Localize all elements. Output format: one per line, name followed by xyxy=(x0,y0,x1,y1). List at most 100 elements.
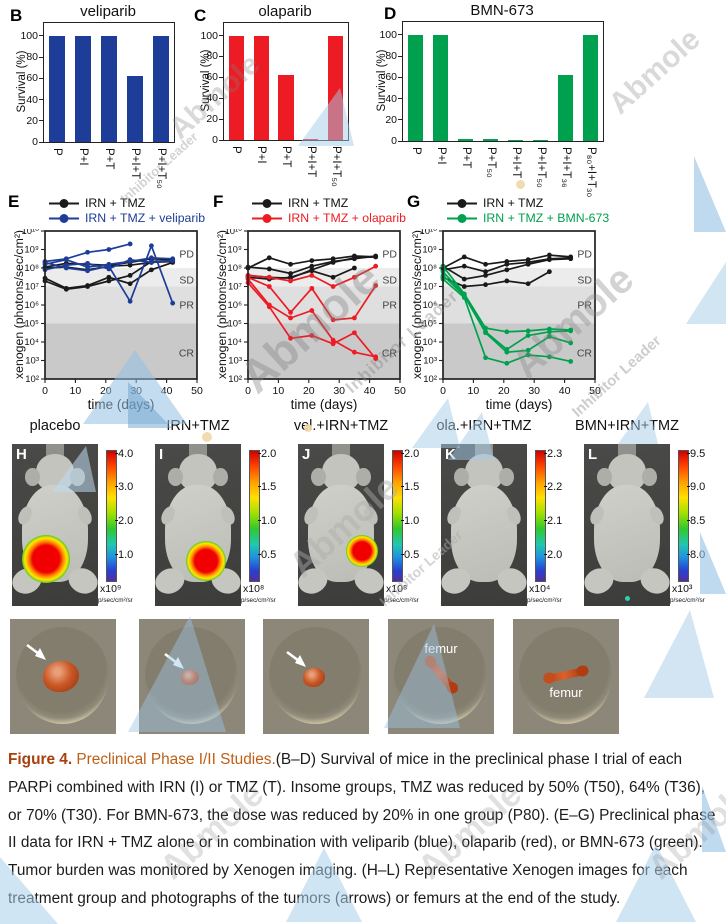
treatment-label: vel.+IRN+TMZ xyxy=(293,418,389,434)
svg-text:PR: PR xyxy=(577,300,592,312)
colorbar xyxy=(249,450,260,582)
category-label: P+I xyxy=(77,148,89,166)
colorbar-unit: p/sec/cm²/sr xyxy=(241,597,276,604)
xenogen-panel-K: ola.+IRN+TMZ K 2.3 2.2 2.1 2.0 x10⁴ p/sec/cm²… xyxy=(436,418,585,620)
panel-letter-G: G xyxy=(407,192,421,211)
colorbar-scale: x10³ xyxy=(672,583,693,595)
y-tick-label: 40 xyxy=(26,93,38,106)
xenogen-panel-J: vel.+IRN+TMZ J 2.0 1.5 1.0 0.5 x10⁸ p/sec/cm²… xyxy=(294,418,442,620)
watermark-dot xyxy=(516,180,525,189)
panel-letter-H: H xyxy=(16,446,27,463)
bar-P+I+T₅₀ xyxy=(327,35,344,140)
bar-P+I+T xyxy=(126,76,144,142)
category-label: P+I+T₅₀ xyxy=(155,148,167,189)
svg-text:10²: 10² xyxy=(228,374,242,385)
svg-text:PR: PR xyxy=(382,300,397,312)
svg-text:SD: SD xyxy=(577,275,592,287)
legend-F: IRN + TMZ IRN + TMZ + olaparib xyxy=(251,196,406,225)
category-label: P+T xyxy=(280,146,292,168)
y-tick-label: 40 xyxy=(385,92,397,105)
bar-P₈₀+I+T₃₀ xyxy=(582,34,599,141)
category-label: P+I+T₅₀ xyxy=(534,147,547,188)
svg-text:10⁷: 10⁷ xyxy=(228,282,243,293)
colorbar-tick-label: 2.3 xyxy=(547,447,563,460)
mouse-photo: K xyxy=(441,444,527,606)
y-tick-label: 60 xyxy=(26,72,38,85)
colorbar-tick-label: 1.0 xyxy=(404,515,420,528)
colorbar-scale: x10⁸ xyxy=(386,583,408,595)
bar-plot-veliparib: P P+I P+T P+I+T P+I+T₅₀ 0 20 40 60 80 100 xyxy=(20,22,175,189)
colorbar-tick-label: 3.0 xyxy=(118,481,134,494)
panel-letter-I: I xyxy=(159,446,164,463)
arrow-icon xyxy=(25,643,51,670)
svg-text:10³: 10³ xyxy=(25,356,39,367)
bar-P xyxy=(228,35,245,140)
legend-item: IRN + TMZ + olaparib xyxy=(251,211,406,225)
bar-P+I+T xyxy=(507,139,524,141)
colorbar-scale: x10⁸ xyxy=(243,583,265,595)
svg-text:30: 30 xyxy=(528,385,540,397)
colorbar-scale: x10⁴ xyxy=(529,583,551,595)
x-axis-label: time (days) xyxy=(485,397,553,412)
colorbar-tick-label: 4.0 xyxy=(118,447,134,460)
y-tick-label: 0 xyxy=(391,135,397,147)
svg-text:10¹⁰: 10¹⁰ xyxy=(21,229,39,237)
svg-text:SD: SD xyxy=(382,275,397,287)
svg-text:SD: SD xyxy=(179,275,194,287)
y-tick-label: 20 xyxy=(385,113,397,126)
svg-text:10⁵: 10⁵ xyxy=(24,319,39,330)
arrow-icon xyxy=(163,652,189,679)
svg-text:10¹⁰: 10¹⁰ xyxy=(419,229,437,237)
category-label: P+T xyxy=(103,148,115,170)
category-label: P xyxy=(409,147,422,155)
svg-text:30: 30 xyxy=(333,385,345,397)
y-tick-label: 60 xyxy=(206,71,218,84)
legend-G: IRN + TMZ IRN + TMZ + BMN-673 xyxy=(446,196,609,225)
bar-P+T xyxy=(278,75,294,140)
legend-item: IRN + TMZ + BMN-673 xyxy=(446,211,609,225)
svg-text:10¹⁰: 10¹⁰ xyxy=(224,229,242,237)
svg-text:10⁹: 10⁹ xyxy=(227,245,242,256)
mouse-photo: J xyxy=(298,444,384,606)
svg-text:10⁹: 10⁹ xyxy=(24,245,39,256)
category-label: P xyxy=(51,148,63,156)
svg-text:10⁸: 10⁸ xyxy=(422,263,437,274)
svg-text:10⁴: 10⁴ xyxy=(24,337,39,348)
svg-text:0: 0 xyxy=(42,385,48,397)
mouse-photo: H xyxy=(12,444,98,606)
svg-text:10⁴: 10⁴ xyxy=(422,337,437,348)
svg-text:PD: PD xyxy=(179,249,194,261)
dish-photo-tumor-placebo xyxy=(10,619,116,734)
y-tick-label: 20 xyxy=(26,114,38,127)
panel-title-olaparib: olaparib xyxy=(258,3,312,20)
svg-text:10⁷: 10⁷ xyxy=(25,282,40,293)
bar-plot-olaparib: P P+I P+T P+I+T P+I+T₅₀ 0 20 40 60 80 100 xyxy=(200,22,349,187)
colorbar-tick-label: 2.0 xyxy=(261,447,277,460)
svg-text:10: 10 xyxy=(70,385,82,397)
svg-text:PD: PD xyxy=(577,249,592,261)
panel-letter-F: F xyxy=(213,192,224,211)
watermark-brand: Abmole xyxy=(602,22,707,121)
panel-letter-E: E xyxy=(8,192,20,211)
caption-fig-num: Figure 4. xyxy=(8,751,73,768)
svg-text:20: 20 xyxy=(498,385,510,397)
line-plot-E: PD SD PR CR 10¹⁰ 10⁹ 10⁸ 10⁷ 10⁶ 10⁵ 10⁴ 10³ 10² 0 10 2… xyxy=(9,226,209,406)
colorbar-unit: p/sec/cm²/sr xyxy=(527,597,562,604)
y-tick-label: 20 xyxy=(206,113,218,126)
colorbar xyxy=(392,450,403,582)
bar-P+I xyxy=(253,35,269,140)
svg-text:CR: CR xyxy=(179,348,195,360)
colorbar-tick-label: 0.5 xyxy=(404,549,420,561)
colorbar-tick-label: 1.5 xyxy=(404,481,420,494)
tumor-specimen xyxy=(181,669,199,686)
svg-text:50: 50 xyxy=(191,385,203,397)
svg-text:10²: 10² xyxy=(25,374,39,385)
bar-P+I+T₃₆ xyxy=(557,75,574,141)
colorbar-tick-label: 2.0 xyxy=(404,447,420,460)
watermark-triangle xyxy=(686,262,726,324)
femur-label: femur xyxy=(424,641,458,656)
figure-caption: Figure 4. Preclinical Phase I/II Studies… xyxy=(8,746,722,913)
category-label: P₈₀+I+T₃₀ xyxy=(584,147,597,198)
tumor-signal xyxy=(185,541,226,582)
treatment-label: ola.+IRN+TMZ xyxy=(436,418,532,434)
